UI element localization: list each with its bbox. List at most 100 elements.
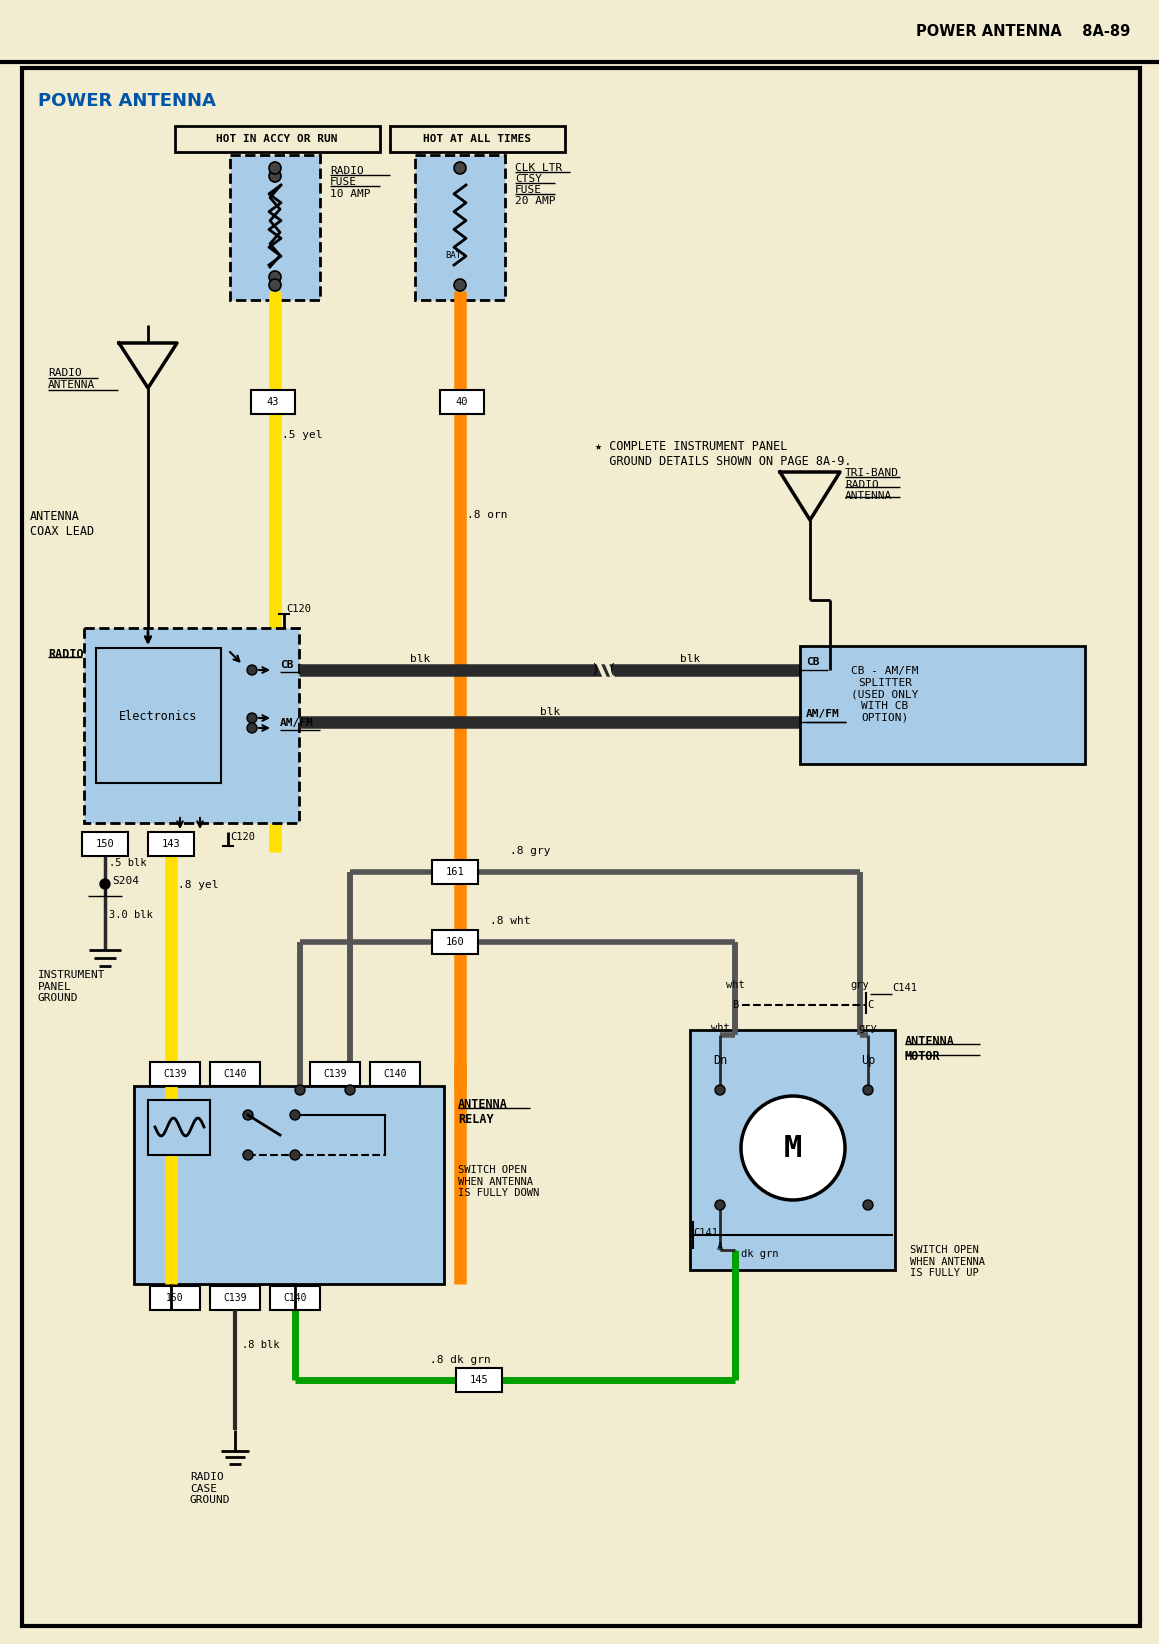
Text: .8 gry: .8 gry [510,847,551,857]
Circle shape [269,169,280,182]
Bar [800,646,1085,764]
Polygon shape [780,472,840,520]
Polygon shape [119,344,177,388]
Text: 161: 161 [445,866,465,876]
Circle shape [100,880,110,889]
Text: blk: blk [680,654,700,664]
Text: 150: 150 [96,838,115,848]
Text: ANTENNA
MOTOR: ANTENNA MOTOR [905,1036,955,1064]
Text: ★ COMPLETE INSTRUMENT PANEL
  GROUND DETAILS SHOWN ON PAGE 8A-9.: ★ COMPLETE INSTRUMENT PANEL GROUND DETAI… [595,441,852,469]
Circle shape [290,1110,300,1120]
Text: .8 wht: .8 wht [490,916,531,926]
Bar [82,832,127,857]
Circle shape [269,163,280,174]
Text: 150: 150 [166,1292,184,1304]
Bar [415,155,505,299]
Text: .5 yel: .5 yel [282,431,322,441]
Text: 145: 145 [469,1374,488,1384]
Text: RADIO: RADIO [48,368,82,378]
Text: 20 AMP: 20 AMP [515,196,555,206]
Text: A: A [717,1241,723,1253]
Circle shape [863,1200,873,1210]
Bar [83,628,299,824]
Circle shape [243,1151,253,1161]
Text: B: B [731,1000,738,1009]
Circle shape [290,1151,300,1161]
Circle shape [454,163,466,174]
Bar [270,1286,320,1310]
Text: AM/FM: AM/FM [280,718,314,728]
Text: 160: 160 [445,937,465,947]
Text: ) (: ) ( [583,663,617,676]
Text: S204: S204 [112,876,139,886]
Bar [175,127,380,151]
Text: ANTENNA: ANTENNA [48,380,95,390]
Text: CLK LTR: CLK LTR [515,163,562,173]
Text: CB: CB [806,658,819,667]
Bar [370,1062,420,1087]
Bar [210,1062,260,1087]
Circle shape [296,1085,305,1095]
Text: gry: gry [851,980,869,990]
Circle shape [741,1097,845,1200]
Text: FUSE: FUSE [330,178,357,187]
Bar [150,1062,201,1087]
Bar [440,390,484,414]
Circle shape [247,713,257,723]
Text: SWITCH OPEN
WHEN ANTENNA
IS FULLY UP: SWITCH OPEN WHEN ANTENNA IS FULLY UP [910,1245,985,1277]
Text: INSTRUMENT
PANEL
GROUND: INSTRUMENT PANEL GROUND [38,970,105,1003]
Text: RADIO: RADIO [330,166,364,176]
Text: 3.0 blk: 3.0 blk [109,911,153,921]
Text: 40: 40 [455,396,468,408]
Text: C140: C140 [224,1069,247,1078]
Circle shape [269,279,280,291]
Text: RADIO: RADIO [48,648,83,661]
Text: CB - AM/FM
SPLITTER
(USED ONLY
WITH CB
OPTION): CB - AM/FM SPLITTER (USED ONLY WITH CB O… [851,666,919,722]
Circle shape [247,666,257,676]
Text: HOT AT ALL TIMES: HOT AT ALL TIMES [423,135,531,145]
Text: C120: C120 [229,832,255,842]
Text: CB: CB [280,659,293,671]
Text: POWER ANTENNA: POWER ANTENNA [38,92,216,110]
Text: wht: wht [726,980,744,990]
Bar [96,648,221,783]
Circle shape [243,1110,253,1120]
Text: C139: C139 [323,1069,347,1078]
Bar [690,1031,895,1271]
Bar [432,931,478,954]
Text: HOT IN ACCY OR RUN: HOT IN ACCY OR RUN [217,135,337,145]
Circle shape [345,1085,355,1095]
Bar [309,1062,360,1087]
Bar [252,390,296,414]
Text: C141: C141 [892,983,917,993]
Circle shape [715,1085,726,1095]
Text: C139: C139 [224,1292,247,1304]
Circle shape [247,723,257,733]
Text: C: C [867,1000,873,1009]
Text: POWER ANTENNA    8A-89: POWER ANTENNA 8A-89 [916,25,1130,39]
Text: SWITCH OPEN
WHEN ANTENNA
IS FULLY DOWN: SWITCH OPEN WHEN ANTENNA IS FULLY DOWN [458,1166,539,1198]
Text: RADIO
CASE
GROUND: RADIO CASE GROUND [190,1471,231,1506]
Text: blk: blk [540,707,560,717]
Text: ANTENNA
RELAY: ANTENNA RELAY [458,1098,508,1126]
Text: gry: gry [859,1023,877,1032]
Text: blk: blk [410,654,430,664]
Text: .8 blk: .8 blk [242,1340,279,1350]
Circle shape [715,1200,726,1210]
Text: .8 orn: .8 orn [467,510,508,520]
Bar [455,1368,502,1392]
Text: C140: C140 [384,1069,407,1078]
Text: BAT: BAT [445,250,461,260]
Text: FUSE: FUSE [515,186,542,196]
Text: TRI-BAND
RADIO
ANTENNA: TRI-BAND RADIO ANTENNA [845,469,899,501]
Bar [148,1100,210,1156]
Text: Up: Up [861,1054,875,1067]
Text: AM/FM: AM/FM [806,709,840,718]
Circle shape [863,1085,873,1095]
Text: 10 AMP: 10 AMP [330,189,371,199]
Text: C141: C141 [693,1228,717,1238]
Bar [150,1286,201,1310]
Bar [134,1087,444,1284]
Text: C120: C120 [286,603,311,613]
Bar [389,127,564,151]
